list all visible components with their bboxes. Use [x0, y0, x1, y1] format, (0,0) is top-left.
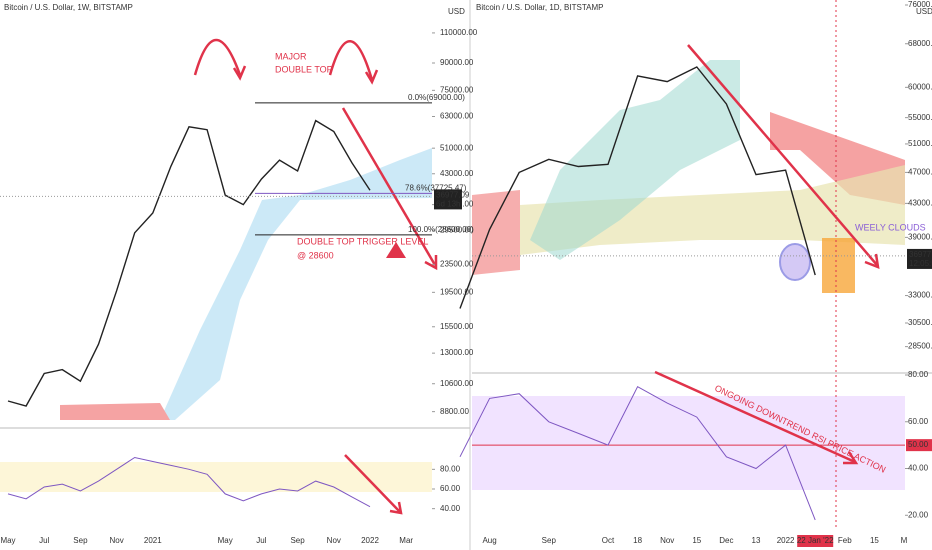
y-tick-label: 39000.00: [908, 232, 932, 241]
annotation: @ 28600: [297, 250, 334, 260]
annotation: DOUBLE TOP: [275, 64, 333, 74]
cloud: [472, 190, 520, 275]
midline-label: 50.00: [908, 440, 929, 449]
highlight-box: [822, 238, 855, 293]
x-tick-label: Sep: [73, 536, 88, 545]
fib-label: 78.6%(37725.47): [405, 183, 467, 192]
chart-title: Bitcoin / U.S. Dollar, 1D, BITSTAMP: [476, 3, 603, 12]
x-tick-label: Jul: [256, 536, 266, 545]
x-tick-label: M: [901, 536, 908, 545]
x-tick-label: May: [218, 536, 233, 545]
y-tick-label: 60000.00: [908, 82, 932, 91]
y-tick-label: 110000.00: [440, 28, 478, 37]
cloud: [60, 403, 170, 420]
y-tick-label: 29500.00: [440, 225, 474, 234]
y-tick-label: 47000.00: [908, 168, 932, 177]
y-tick-label: 63000.00: [440, 112, 474, 121]
x-tick-label: 22 Jan '22: [797, 536, 834, 545]
y-tick-label: 13000.00: [440, 348, 474, 357]
x-tick-label: Oct: [602, 536, 615, 545]
y-tick-label: 55000.00: [908, 113, 932, 122]
last-price-label: 36977.09: [909, 250, 932, 259]
x-tick-label: Sep: [290, 536, 305, 545]
axis-unit: USD: [448, 7, 465, 16]
annotation: WEELY CLOUDS: [855, 222, 926, 232]
y-tick-label: 30500.00: [908, 318, 932, 327]
annotation: DOUBLE TOP TRIGGER LEVEL: [297, 236, 428, 246]
y-tick-label: 60.00: [440, 484, 461, 493]
x-tick-label: 15: [692, 536, 701, 545]
x-tick-label: Jul: [39, 536, 49, 545]
y-tick-label: 43000.00: [908, 198, 932, 207]
y-tick-label: 40.00: [440, 504, 461, 513]
y-tick-label: 28500.00: [908, 342, 932, 351]
axis-unit: USD: [916, 7, 932, 16]
x-tick-label: Nov: [109, 536, 123, 545]
fib-label: 0.0%(69000.00): [408, 93, 465, 102]
last-price-box: [434, 189, 462, 210]
y-tick-label: 76000.00: [908, 0, 932, 9]
x-tick-label: Mar: [399, 536, 413, 545]
y-tick-label: 90000.00: [440, 58, 474, 67]
x-tick-label: 2021: [144, 536, 162, 545]
x-tick-label: 15: [870, 536, 879, 545]
chart-title: Bitcoin / U.S. Dollar, 1W, BITSTAMP: [4, 3, 133, 12]
last-price-box: [907, 248, 932, 269]
circle-mark: [779, 243, 811, 281]
warning-icon: [386, 242, 406, 258]
countdown: 6d 13h: [436, 199, 460, 208]
rsi-band: [472, 396, 905, 490]
x-tick-label: May: [0, 536, 15, 545]
x-tick-label: Nov: [660, 536, 674, 545]
x-tick-label: 13: [752, 536, 761, 545]
rsi-band: [0, 462, 432, 492]
y-tick-label: 51000.00: [908, 139, 932, 148]
y-tick-label: 51000.00: [440, 143, 474, 152]
x-tick-label: Nov: [327, 536, 341, 545]
x-tick-label: Feb: [838, 536, 852, 545]
price-line: [7, 119, 371, 407]
cloud: [520, 165, 905, 255]
annotation: MAJOR: [275, 51, 307, 61]
price-line: [459, 66, 816, 309]
midline-box: [906, 439, 932, 452]
price-line: [459, 386, 816, 521]
x-tick-label: Dec: [719, 536, 733, 545]
arrows: [193, 39, 880, 515]
price-line: [7, 456, 371, 508]
x-tick-label: 2022: [361, 536, 379, 545]
y-tick-label: 68000.00: [908, 39, 932, 48]
y-tick-label: 60.00: [908, 417, 929, 426]
y-tick-label: 19500.00: [440, 287, 474, 296]
x-tick-label: Sep: [542, 536, 557, 545]
date-highlight: [797, 535, 834, 547]
x-tick-label: 2022: [777, 536, 795, 545]
y-tick-label: 80.00: [440, 464, 461, 473]
fib-label: 100.0%(28600.00): [408, 225, 474, 234]
y-tick-label: 40.00: [908, 464, 929, 473]
y-tick-label: 8800.00: [440, 407, 469, 416]
x-tick-label: Aug: [482, 536, 496, 545]
last-price-label: 36977.09: [436, 190, 470, 199]
y-tick-label: 75000.00: [440, 85, 474, 94]
y-tick-label: 80.00: [908, 370, 929, 379]
y-tick-label: 43000.00: [440, 169, 474, 178]
cloud: [530, 60, 740, 260]
y-tick-label: 10600.00: [440, 379, 474, 388]
y-tick-label: 33000.00: [908, 291, 932, 300]
y-tick-label: 15500.00: [440, 322, 474, 331]
y-tick-label: 23500.00: [440, 259, 474, 268]
countdown: 12:05:56: [909, 259, 932, 268]
x-tick-label: 18: [633, 536, 642, 545]
y-tick-label: 20.00: [908, 510, 929, 519]
cloud: [160, 148, 432, 420]
